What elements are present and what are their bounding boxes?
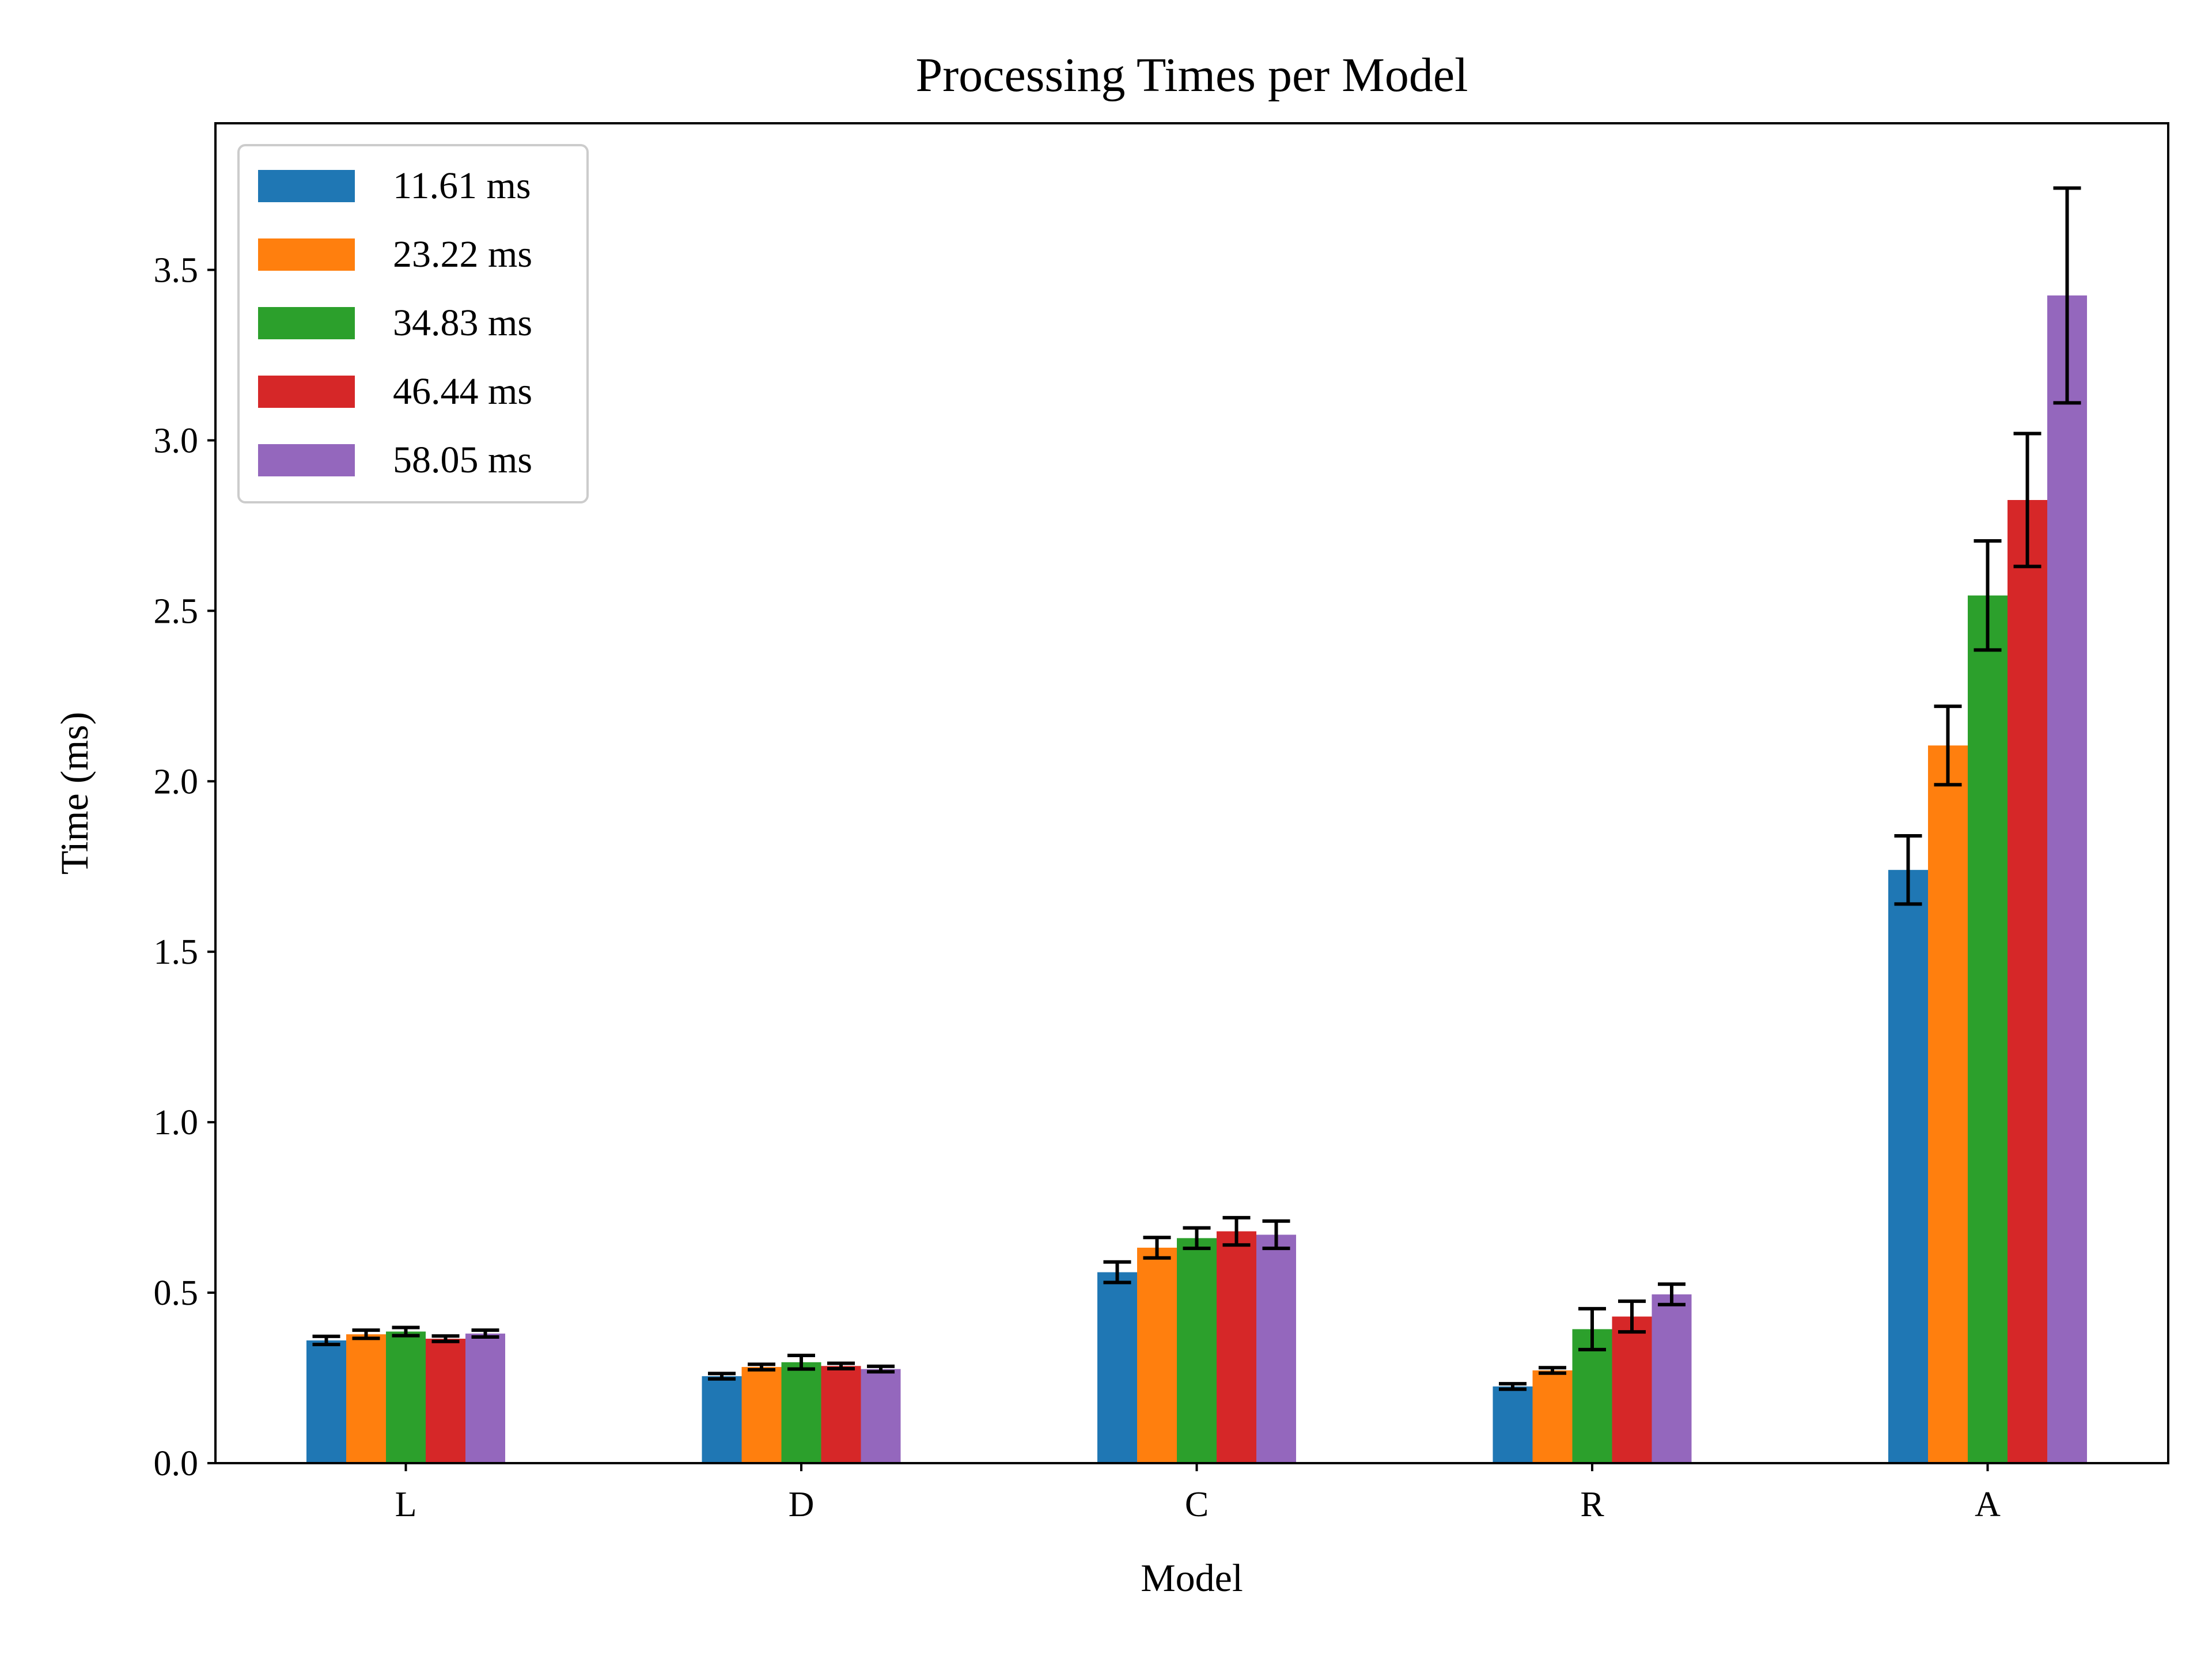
legend-label: 58.05 ms bbox=[393, 439, 532, 481]
bars-layer bbox=[306, 295, 2087, 1463]
legend-label: 23.22 ms bbox=[393, 233, 532, 275]
x-tick-label: D bbox=[789, 1485, 815, 1524]
bar-L-series-4 bbox=[426, 1338, 465, 1463]
legend-swatch bbox=[258, 444, 355, 476]
bar-D-series-2 bbox=[741, 1367, 782, 1463]
y-tick-label: 2.5 bbox=[154, 592, 199, 631]
bar-A-series-1 bbox=[1888, 870, 1928, 1463]
bar-R-series-3 bbox=[1572, 1329, 1612, 1463]
error-bar-L-series-1 bbox=[312, 1334, 340, 1347]
y-axis: 0.0 0.5 1.0 1.5 2.0 2.5 3.0 3.5 bbox=[154, 251, 215, 1483]
bar-L-series-5 bbox=[465, 1334, 505, 1463]
x-tick-label: L bbox=[395, 1485, 417, 1524]
error-bar-R-series-3 bbox=[1578, 1306, 1606, 1351]
chart-title: Processing Times per Model bbox=[915, 48, 1468, 102]
legend-label: 46.44 ms bbox=[393, 370, 532, 412]
error-bar-D-series-2 bbox=[748, 1362, 775, 1372]
bar-A-series-4 bbox=[2008, 500, 2047, 1463]
x-tick-label: C bbox=[1185, 1485, 1209, 1524]
y-tick-label: 0.5 bbox=[154, 1274, 199, 1313]
y-tick-label: 3.5 bbox=[154, 251, 199, 290]
error-bar-C-series-2 bbox=[1143, 1236, 1171, 1260]
error-bar-R-series-4 bbox=[1618, 1299, 1646, 1334]
error-bar-A-series-4 bbox=[2013, 431, 2041, 569]
error-bar-C-series-3 bbox=[1183, 1226, 1211, 1251]
y-tick-label: 1.0 bbox=[154, 1103, 199, 1142]
legend-item: 11.61 ms bbox=[258, 165, 531, 207]
bar-A-series-2 bbox=[1928, 745, 1968, 1463]
error-bar-R-series-2 bbox=[1539, 1366, 1566, 1375]
error-bar-A-series-3 bbox=[1974, 539, 2002, 652]
bar-L-series-3 bbox=[386, 1331, 426, 1463]
legend-label: 34.83 ms bbox=[393, 302, 532, 344]
legend: 11.61 ms 23.22 ms 34.83 ms 46.44 ms 58.05 ms bbox=[237, 144, 589, 503]
error-bar-L-series-3 bbox=[392, 1325, 420, 1338]
legend-swatch bbox=[258, 170, 355, 202]
x-axis-label: Model bbox=[1141, 1556, 1243, 1600]
bar-C-series-2 bbox=[1137, 1247, 1177, 1463]
legend-item: 58.05 ms bbox=[258, 439, 532, 481]
legend-item: 23.22 ms bbox=[258, 233, 532, 275]
error-bar-C-series-4 bbox=[1222, 1215, 1251, 1247]
legend-box bbox=[237, 144, 589, 503]
error-bar-A-series-1 bbox=[1894, 834, 1922, 906]
legend-swatch bbox=[258, 307, 355, 339]
plot-frame bbox=[214, 122, 2169, 1464]
legend-swatch bbox=[258, 376, 355, 408]
legend-label: 11.61 ms bbox=[393, 165, 531, 207]
bar-C-series-3 bbox=[1177, 1238, 1217, 1463]
error-bar-R-series-1 bbox=[1499, 1382, 1527, 1391]
y-tick-label: 3.0 bbox=[154, 421, 199, 460]
error-bar-D-series-1 bbox=[708, 1372, 736, 1381]
error-bar-D-series-4 bbox=[827, 1361, 855, 1371]
x-tick-label: A bbox=[1975, 1485, 2001, 1524]
error-bar-L-series-5 bbox=[471, 1328, 499, 1339]
error-bar-D-series-3 bbox=[787, 1353, 815, 1371]
error-bar-R-series-5 bbox=[1658, 1282, 1685, 1306]
bar-D-series-4 bbox=[821, 1366, 861, 1463]
error-bar-C-series-1 bbox=[1103, 1260, 1131, 1285]
x-tick-label: R bbox=[1580, 1485, 1604, 1524]
bar-C-series-5 bbox=[1256, 1234, 1296, 1463]
legend-item: 46.44 ms bbox=[258, 370, 532, 412]
bar-L-series-2 bbox=[346, 1334, 386, 1463]
y-tick-label: 0.0 bbox=[154, 1444, 199, 1483]
error-bar-L-series-4 bbox=[431, 1334, 460, 1343]
y-axis-label: Time (ms) bbox=[52, 712, 96, 875]
legend-item: 34.83 ms bbox=[258, 302, 532, 344]
bar-R-series-4 bbox=[1612, 1316, 1652, 1463]
bar-A-series-3 bbox=[1968, 595, 2008, 1463]
bar-R-series-1 bbox=[1493, 1386, 1533, 1463]
bar-D-series-5 bbox=[861, 1369, 901, 1463]
error-bar-D-series-5 bbox=[867, 1364, 895, 1374]
bar-D-series-3 bbox=[781, 1362, 821, 1463]
bar-R-series-2 bbox=[1532, 1370, 1573, 1463]
legend-swatch bbox=[258, 238, 355, 271]
bar-A-series-5 bbox=[2047, 295, 2087, 1463]
bar-L-series-1 bbox=[306, 1340, 346, 1463]
y-tick-label: 2.0 bbox=[154, 762, 199, 801]
error-bars-layer bbox=[312, 186, 2081, 1391]
bar-C-series-4 bbox=[1217, 1231, 1256, 1463]
bar-C-series-1 bbox=[1097, 1272, 1137, 1463]
y-tick-label: 1.5 bbox=[154, 933, 199, 972]
error-bar-C-series-5 bbox=[1262, 1219, 1290, 1251]
error-bar-A-series-2 bbox=[1934, 704, 1962, 787]
error-bar-A-series-5 bbox=[2053, 186, 2081, 405]
error-bar-L-series-2 bbox=[352, 1328, 380, 1340]
bar-D-series-1 bbox=[702, 1376, 742, 1463]
bar-R-series-5 bbox=[1652, 1294, 1692, 1463]
